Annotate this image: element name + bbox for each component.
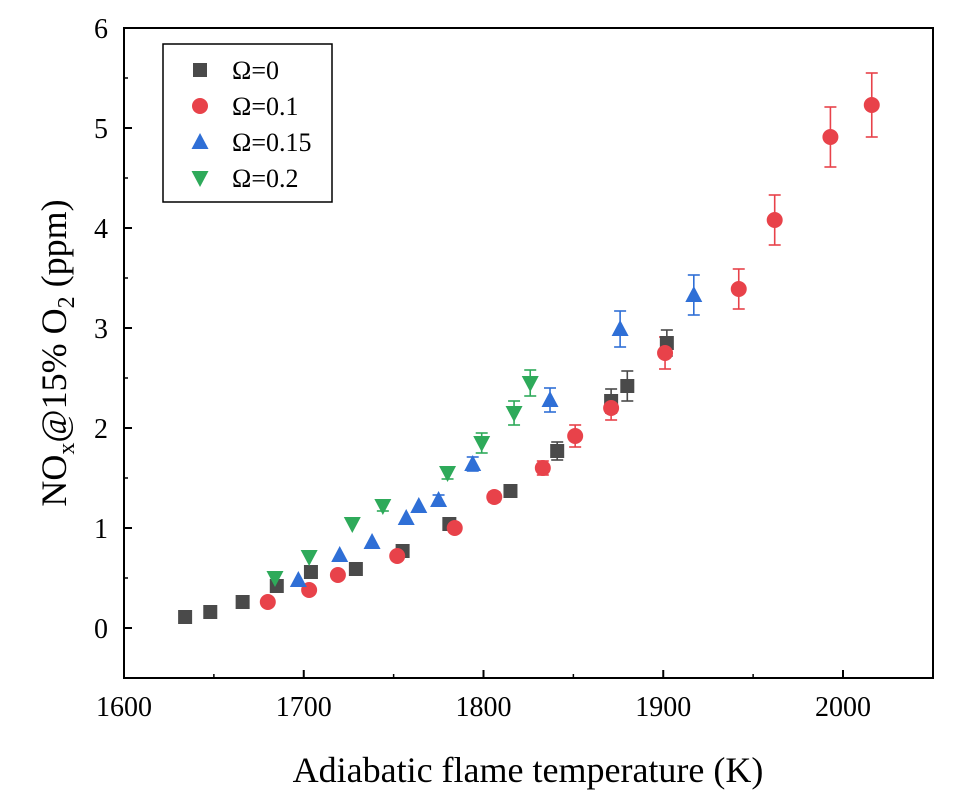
y-label-tail: (ppm) (34, 199, 74, 296)
data-point-series-2 (611, 320, 629, 336)
data-point-series-3 (266, 571, 284, 587)
data-point-series-1 (486, 489, 503, 505)
legend: Ω=0 Ω=0.1 Ω=0.15 Ω=0.2 (162, 43, 333, 203)
data-point-series-2 (397, 509, 415, 525)
data-point-series-3 (521, 376, 539, 392)
y-label-sub-x: x (54, 443, 80, 455)
x-axis-ticks: 1600 1700 1800 1900 2000 (96, 670, 934, 723)
legend-marker-3 (191, 171, 209, 187)
legend-marker-1 (192, 98, 208, 114)
x-tick-label: 1900 (635, 692, 691, 723)
data-point-series-2 (331, 546, 349, 562)
legend-items: Ω=0 Ω=0.1 Ω=0.15 Ω=0.2 (191, 56, 312, 193)
y-label-mid: @15% O (34, 308, 74, 442)
y-axis-ticks: 0 1 2 3 4 5 6 (94, 14, 132, 645)
data-point-series-1 (657, 345, 674, 361)
legend-box (162, 43, 333, 203)
data-point-series-0 (203, 605, 218, 619)
data-point-series-0 (178, 610, 193, 624)
data-point-series-0 (550, 444, 565, 458)
data-point-series-2 (363, 533, 381, 549)
data-point-series-1 (863, 97, 880, 113)
data-point-series-3 (439, 466, 457, 482)
y-tick-label: 2 (94, 414, 108, 445)
x-tick-label: 2000 (815, 692, 871, 723)
y-axis-label: NOx@15% O2 (ppm) (34, 199, 80, 506)
data-point-series-3 (505, 406, 523, 422)
data-point-series-0 (235, 595, 250, 609)
y-tick-label: 0 (94, 614, 108, 645)
data-point-series-1 (534, 460, 551, 476)
x-tick-label: 1800 (456, 692, 512, 723)
y-tick-label: 6 (94, 14, 108, 45)
data-point-series-0 (503, 484, 518, 498)
data-point-series-3 (374, 499, 392, 515)
y-tick-label: 5 (94, 114, 108, 145)
data-point-series-1 (329, 567, 346, 583)
legend-label-3: Ω=0.2 (232, 164, 299, 193)
data-point-series-3 (343, 517, 361, 533)
data-point-series-1 (730, 281, 747, 297)
data-point-series-3 (300, 550, 318, 566)
x-tick-label: 1600 (96, 692, 152, 723)
data-point-series-3 (473, 436, 491, 452)
legend-marker-2 (191, 133, 209, 149)
legend-label-1: Ω=0.1 (232, 92, 299, 121)
x-axis-label: Adiabatic flame temperature (K) (293, 750, 764, 790)
data-markers (178, 97, 880, 624)
data-point-series-0 (303, 565, 318, 579)
y-tick-label: 1 (94, 514, 108, 545)
data-point-series-1 (766, 212, 783, 228)
data-point-series-2 (430, 491, 448, 507)
data-point-series-1 (567, 428, 584, 444)
data-point-series-2 (289, 571, 307, 587)
data-point-series-0 (620, 379, 635, 393)
data-point-series-1 (603, 400, 620, 416)
data-point-series-2 (410, 497, 428, 513)
y-tick-label: 3 (94, 314, 108, 345)
data-point-series-1 (822, 129, 839, 145)
data-point-series-1 (446, 520, 463, 536)
y-tick-label: 4 (94, 214, 108, 245)
y-label-sub-2: 2 (54, 296, 80, 308)
data-point-series-1 (259, 594, 276, 610)
data-point-series-2 (685, 286, 703, 302)
data-point-series-1 (389, 548, 406, 564)
legend-marker-0 (193, 63, 207, 77)
legend-label-0: Ω=0 (232, 56, 279, 85)
error-bars (376, 72, 878, 512)
x-tick-label: 1700 (276, 692, 332, 723)
data-point-series-0 (348, 562, 363, 576)
y-label-main: NO (34, 455, 74, 507)
plot-frame (123, 27, 934, 679)
data-point-series-2 (464, 455, 482, 471)
data-point-series-2 (541, 391, 559, 407)
legend-label-2: Ω=0.15 (232, 128, 312, 157)
